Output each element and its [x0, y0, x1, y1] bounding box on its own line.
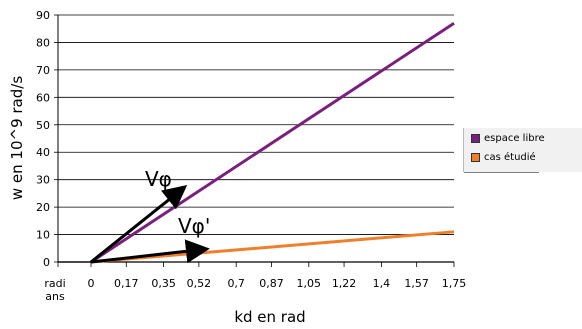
y-tick-label-80: 80 — [36, 36, 50, 49]
series-line-0 — [91, 23, 454, 262]
y-tick-label-20: 20 — [36, 201, 50, 214]
annotation-arrow-0 — [91, 191, 180, 262]
legend-swatch-cas-etudie — [471, 153, 480, 162]
annotation-label-0: Vφ — [145, 167, 172, 191]
y-tick-label-0: 0 — [43, 256, 50, 269]
legend-label-espace-libre: espace libre — [484, 133, 545, 144]
series-line-1 — [91, 232, 454, 262]
x-tick-label-8: 1,4 — [373, 277, 391, 290]
y-tick-label-30: 30 — [36, 174, 50, 187]
x-axis-prefix-line1: radi — [44, 277, 65, 290]
x-tick-labels: 0 0,17 0,35 0,52 0,7 0,87 1,05 1,22 1,4 1,57 1,75 — [88, 277, 467, 290]
y-tick-label-70: 70 — [36, 64, 50, 77]
x-tick-label-4: 0,7 — [227, 277, 245, 290]
legend-item-cas-etudie: cas étudié — [471, 152, 536, 163]
legend: espace libre cas étudié — [463, 128, 582, 172]
legend-swatch-espace-libre — [471, 134, 480, 143]
x-tick-label-2: 0,35 — [151, 277, 176, 290]
legend-label-cas-etudie: cas étudié — [484, 152, 536, 163]
x-tick-label-9: 1,57 — [404, 277, 429, 290]
y-tick-labels: 0 10 20 30 40 50 60 70 80 90 — [36, 9, 50, 269]
x-tick-label-1: 0,17 — [114, 277, 139, 290]
x-tick-label-5: 0,87 — [259, 277, 284, 290]
y-tick-label-50: 50 — [36, 119, 50, 132]
x-tick-label-10: 1,75 — [442, 277, 467, 290]
x-tick-label-0: 0 — [88, 277, 95, 290]
y-tick-label-10: 10 — [36, 229, 50, 242]
gridlines — [45, 15, 454, 267]
x-tick-label-6: 1,05 — [297, 277, 322, 290]
x-tick-label-7: 1,22 — [332, 277, 357, 290]
series-lines — [91, 23, 454, 262]
y-tick-label-40: 40 — [36, 146, 50, 159]
annotation-label-1: Vφ' — [178, 214, 210, 238]
legend-shadow — [464, 172, 539, 173]
x-axis-title: kd en rad — [234, 308, 305, 326]
x-axis-prefix-line2: ans — [45, 290, 65, 303]
legend-item-espace-libre: espace libre — [471, 133, 545, 144]
y-tick-label-60: 60 — [36, 91, 50, 104]
y-axis-title: w en 10^9 rad/s — [8, 76, 26, 200]
y-tick-label-90: 90 — [36, 9, 50, 22]
x-tick-label-3: 0,52 — [187, 277, 212, 290]
